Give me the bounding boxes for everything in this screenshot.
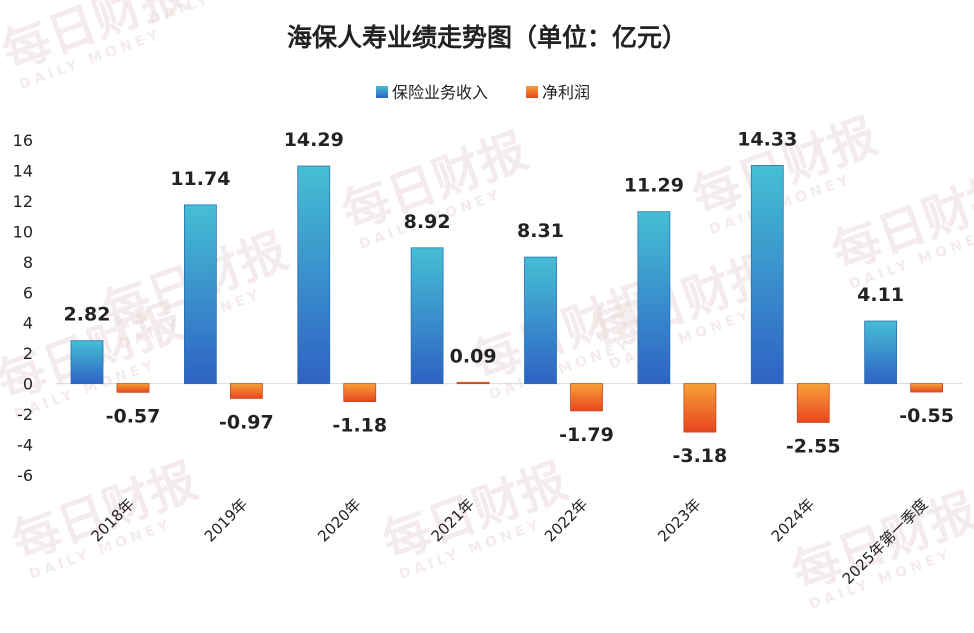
profit-bar (570, 383, 603, 412)
legend: 保险业务收入 净利润 (376, 83, 590, 102)
profit-value-label: -0.97 (219, 411, 274, 433)
y-tick-label: 6 (23, 283, 33, 302)
x-category-label: 2024年 (768, 495, 818, 545)
profit-value-label: -3.18 (672, 445, 727, 467)
revenue-bar (70, 340, 104, 385)
legend-label: 保险业务收入 (392, 83, 488, 102)
revenue-value-label: 11.29 (624, 175, 684, 197)
revenue-value-label: 2.82 (64, 304, 111, 326)
profit-value-label: -0.57 (106, 405, 161, 427)
revenue-bar (864, 320, 898, 385)
y-tick-label: -4 (17, 436, 33, 455)
y-tick-label: 2 (23, 344, 33, 363)
y-tick-label: 12 (13, 192, 33, 211)
revenue-value-label: 8.92 (404, 211, 451, 233)
revenue-bar (524, 256, 557, 385)
profit-value-label: -2.55 (786, 435, 841, 457)
y-tick-label: -2 (17, 405, 33, 424)
x-category-label: 2020年 (314, 495, 364, 545)
y-tick-label: -6 (17, 466, 33, 485)
profit-value-label: 0.09 (450, 345, 497, 367)
y-tick-label: 0 (23, 375, 33, 394)
profit-bar (796, 383, 830, 423)
legend-swatch (526, 86, 538, 98)
profit-bar (683, 383, 717, 433)
legend-swatch (376, 86, 388, 98)
revenue-value-label: 14.29 (284, 129, 344, 151)
revenue-bar (297, 165, 331, 385)
revenue-value-label: 4.11 (857, 284, 904, 306)
profit-value-label: -1.18 (332, 415, 387, 437)
y-tick-label: 4 (23, 314, 33, 333)
profit-value-label: -0.55 (899, 405, 954, 427)
revenue-value-label: 11.74 (170, 168, 230, 190)
y-tick-label: 14 (13, 161, 33, 180)
profit-bar (343, 383, 377, 403)
x-category-label: 2023年 (654, 495, 704, 545)
revenue-value-label: 14.33 (737, 128, 797, 150)
revenue-bar (410, 247, 444, 385)
y-tick-label: 16 (13, 131, 33, 150)
revenue-bar (637, 211, 671, 385)
y-tick-label: 10 (13, 222, 33, 241)
profit-bar (229, 383, 263, 399)
profit-bar (910, 383, 944, 393)
revenue-bar (750, 165, 784, 385)
value-labels-layer: 2.82 -0.57 11.74 -0.97 14.29 -1.18 8.92 0.09 8.3… (64, 128, 954, 467)
legend-label: 净利润 (542, 83, 590, 102)
bars-layer (70, 165, 944, 433)
profit-bar (116, 383, 150, 393)
revenue-bar (183, 204, 217, 385)
chart-title: 海保人寿业绩走势图（单位：亿元） (287, 23, 687, 52)
y-tick-label: 8 (23, 253, 33, 272)
profit-value-label: -1.79 (559, 424, 614, 446)
x-category-label: 2019年 (201, 495, 251, 545)
revenue-value-label: 8.31 (517, 220, 564, 242)
profit-bar (456, 381, 490, 385)
